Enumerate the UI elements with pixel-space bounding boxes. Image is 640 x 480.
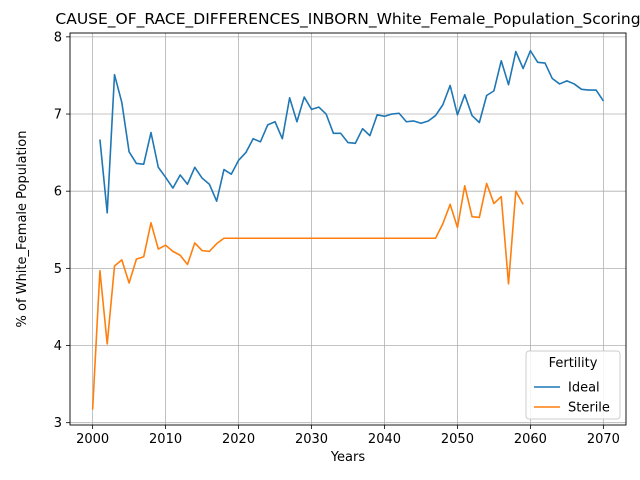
x-tick-label: 2030 xyxy=(295,432,328,447)
series-line-sterile xyxy=(91,182,524,410)
x-axis-label: Years xyxy=(330,450,366,465)
y-tick-label: 4 xyxy=(54,339,62,354)
y-axis: 3 4 5 6 7 8 xyxy=(54,30,70,431)
y-tick-label: 7 xyxy=(54,108,62,123)
y-axis-label: % of White_Female Population xyxy=(15,131,30,328)
x-axis: 2000 2010 2020 2030 2040 2050 2060 2070 xyxy=(76,425,620,447)
x-tick-label: 2000 xyxy=(76,432,109,447)
x-tick-label: 2020 xyxy=(222,432,255,447)
x-tick-label: 2070 xyxy=(587,432,620,447)
series-group xyxy=(91,49,605,410)
legend: Fertility Ideal Sterile xyxy=(525,350,621,420)
grid xyxy=(70,33,626,425)
legend-label-ideal: Ideal xyxy=(568,381,600,396)
x-tick-label: 2010 xyxy=(149,432,182,447)
y-tick-label: 5 xyxy=(54,262,62,277)
x-tick-label: 2040 xyxy=(368,432,401,447)
y-tick-label: 8 xyxy=(54,30,62,45)
chart-title: CAUSE_OF_RACE_DIFFERENCES_INBORN_White_F… xyxy=(55,10,640,29)
y-tick-label: 3 xyxy=(54,416,62,431)
legend-label-sterile: Sterile xyxy=(568,401,610,416)
series-line-ideal xyxy=(99,49,605,214)
legend-box xyxy=(525,350,621,420)
x-tick-label: 2050 xyxy=(441,432,474,447)
y-tick-label: 6 xyxy=(54,185,62,200)
x-tick-label: 2060 xyxy=(514,432,547,447)
plot-frame xyxy=(69,32,627,426)
legend-title: Fertility xyxy=(549,356,598,371)
